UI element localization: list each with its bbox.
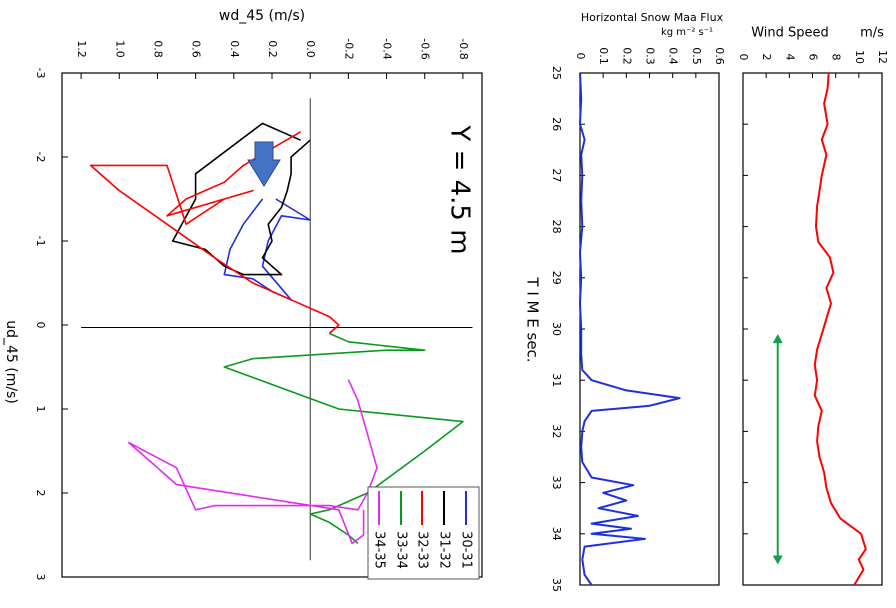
- flux-value-tick-label: 0.3: [644, 47, 657, 65]
- hodograph-legend: 30-31 31-32 32-33 33-34 34-35: [367, 486, 480, 580]
- time-tick-label: 31: [550, 373, 563, 387]
- hodograph-wd-tick-label: -0.4: [381, 38, 394, 59]
- hodograph-wd-tick-label: -0.8: [457, 38, 470, 59]
- legend-box: [367, 486, 480, 580]
- legend-label-32-33: 32-33: [415, 531, 430, 569]
- time-tick-label: 30: [550, 322, 563, 336]
- wind-units: m/s: [860, 26, 884, 41]
- wind-series-line: [813, 72, 867, 586]
- wind-value-tick-label: 0: [737, 54, 750, 61]
- hodograph-wd-tick-label: 0.4: [228, 40, 241, 58]
- flux-value-tick-label: 0.5: [690, 47, 703, 65]
- time-tick-label: 33: [550, 476, 563, 490]
- hodograph-ud-tick-label: -1: [34, 236, 47, 247]
- hodograph-series-34-35: [128, 379, 378, 545]
- legend-label-34-35: 34-35: [372, 531, 387, 569]
- flux-series-line: [579, 72, 681, 586]
- time-tick-label: 35: [550, 578, 563, 592]
- time-tick-label: 32: [550, 424, 563, 438]
- hodograph-ud-tick-label: 1: [34, 406, 47, 413]
- time-tick-label: 28: [550, 220, 563, 234]
- hodograph-wd-tick-label: 1.0: [113, 40, 126, 58]
- flux-units: kg m⁻² s⁻¹: [661, 27, 713, 38]
- wind-span-arrow-head-top: [772, 334, 783, 344]
- wind-value-tick-label: 10: [853, 50, 866, 64]
- time-tick-label: 27: [550, 168, 563, 182]
- wind-value-tick-label: 4: [783, 54, 796, 61]
- hodograph-wd-tick-label: 0.8: [151, 40, 164, 58]
- hodograph-wd-tick-label: 0.2: [266, 40, 279, 58]
- wind-value-tick-label: 12: [876, 50, 889, 64]
- hodograph-series-33-34: [223, 332, 464, 544]
- hodograph-ud-tick-label: 3: [34, 574, 47, 581]
- hodograph-chart: -0.8 -0.6 -0.4 -0.2 0.0 0.2 0.4 0.6 0.8 1.0 1.2 -3 -…: [3, 8, 483, 581]
- legend-label-33-34: 33-34: [394, 531, 409, 569]
- flux-title: Horizontal Snow Maa Flux: [581, 11, 724, 24]
- hodograph-ud-tick-label: -2: [34, 152, 47, 163]
- wind-span-arrow-head-bottom: [772, 555, 783, 565]
- flux-value-tick-label: 0.6: [713, 47, 726, 65]
- hodograph-ud-tick-label: -3: [34, 68, 47, 79]
- hodograph-down-arrow: [247, 141, 281, 187]
- flux-chart: 0 0.1 0.2 0.3 0.4 0.5 0.6 25 26 27 28 29 30 31 32 33 34 3…: [524, 11, 727, 592]
- legend-label-30-31: 30-31: [459, 531, 474, 569]
- hodograph-wd-axis-label: wd_45 (m/s): [219, 8, 305, 24]
- legend-label-31-32: 31-32: [437, 531, 452, 569]
- hodograph-wd-tick-label: -0.2: [342, 38, 355, 59]
- wind-value-tick-label: 2: [760, 54, 773, 61]
- flux-value-tick-label: 0.2: [620, 47, 633, 65]
- hodograph-ud-tick-label: 2: [34, 490, 47, 497]
- hodograph-ud-axis-label: ud_45 (m/s): [3, 320, 19, 404]
- hodograph-wd-tick-label: 1.2: [75, 40, 88, 58]
- wind-speed-chart: 0 2 4 6 8 10 12 Wind Speed m/s: [737, 26, 889, 586]
- flux-value-tick-label: 0: [574, 53, 587, 60]
- time-tick-label: 29: [550, 271, 563, 285]
- wind-title: Wind Speed: [751, 26, 829, 41]
- time-axis-label: T I M E sec.: [524, 276, 542, 362]
- hodograph-series-31-32: [171, 122, 311, 276]
- hodograph-ud-tick-label: 0: [34, 322, 47, 329]
- hodograph-series-32-33: [89, 131, 340, 334]
- time-tick-label: 34: [550, 527, 563, 541]
- flux-value-tick-label: 0.1: [597, 47, 610, 65]
- wind-value-tick-label: 6: [807, 54, 820, 61]
- flux-value-tick-label: 0.4: [667, 47, 680, 65]
- hodograph-wd-tick-label: 0.6: [190, 40, 203, 58]
- time-tick-label: 25: [550, 66, 563, 80]
- wind-frame: [742, 72, 883, 586]
- hodograph-wd-tick-label: 0.0: [304, 40, 317, 58]
- wind-value-tick-label: 8: [830, 54, 843, 61]
- hodograph-title: Y = 4.5 m: [445, 124, 475, 254]
- time-tick-label: 26: [550, 117, 563, 131]
- hodograph-wd-tick-label: -0.6: [419, 38, 432, 59]
